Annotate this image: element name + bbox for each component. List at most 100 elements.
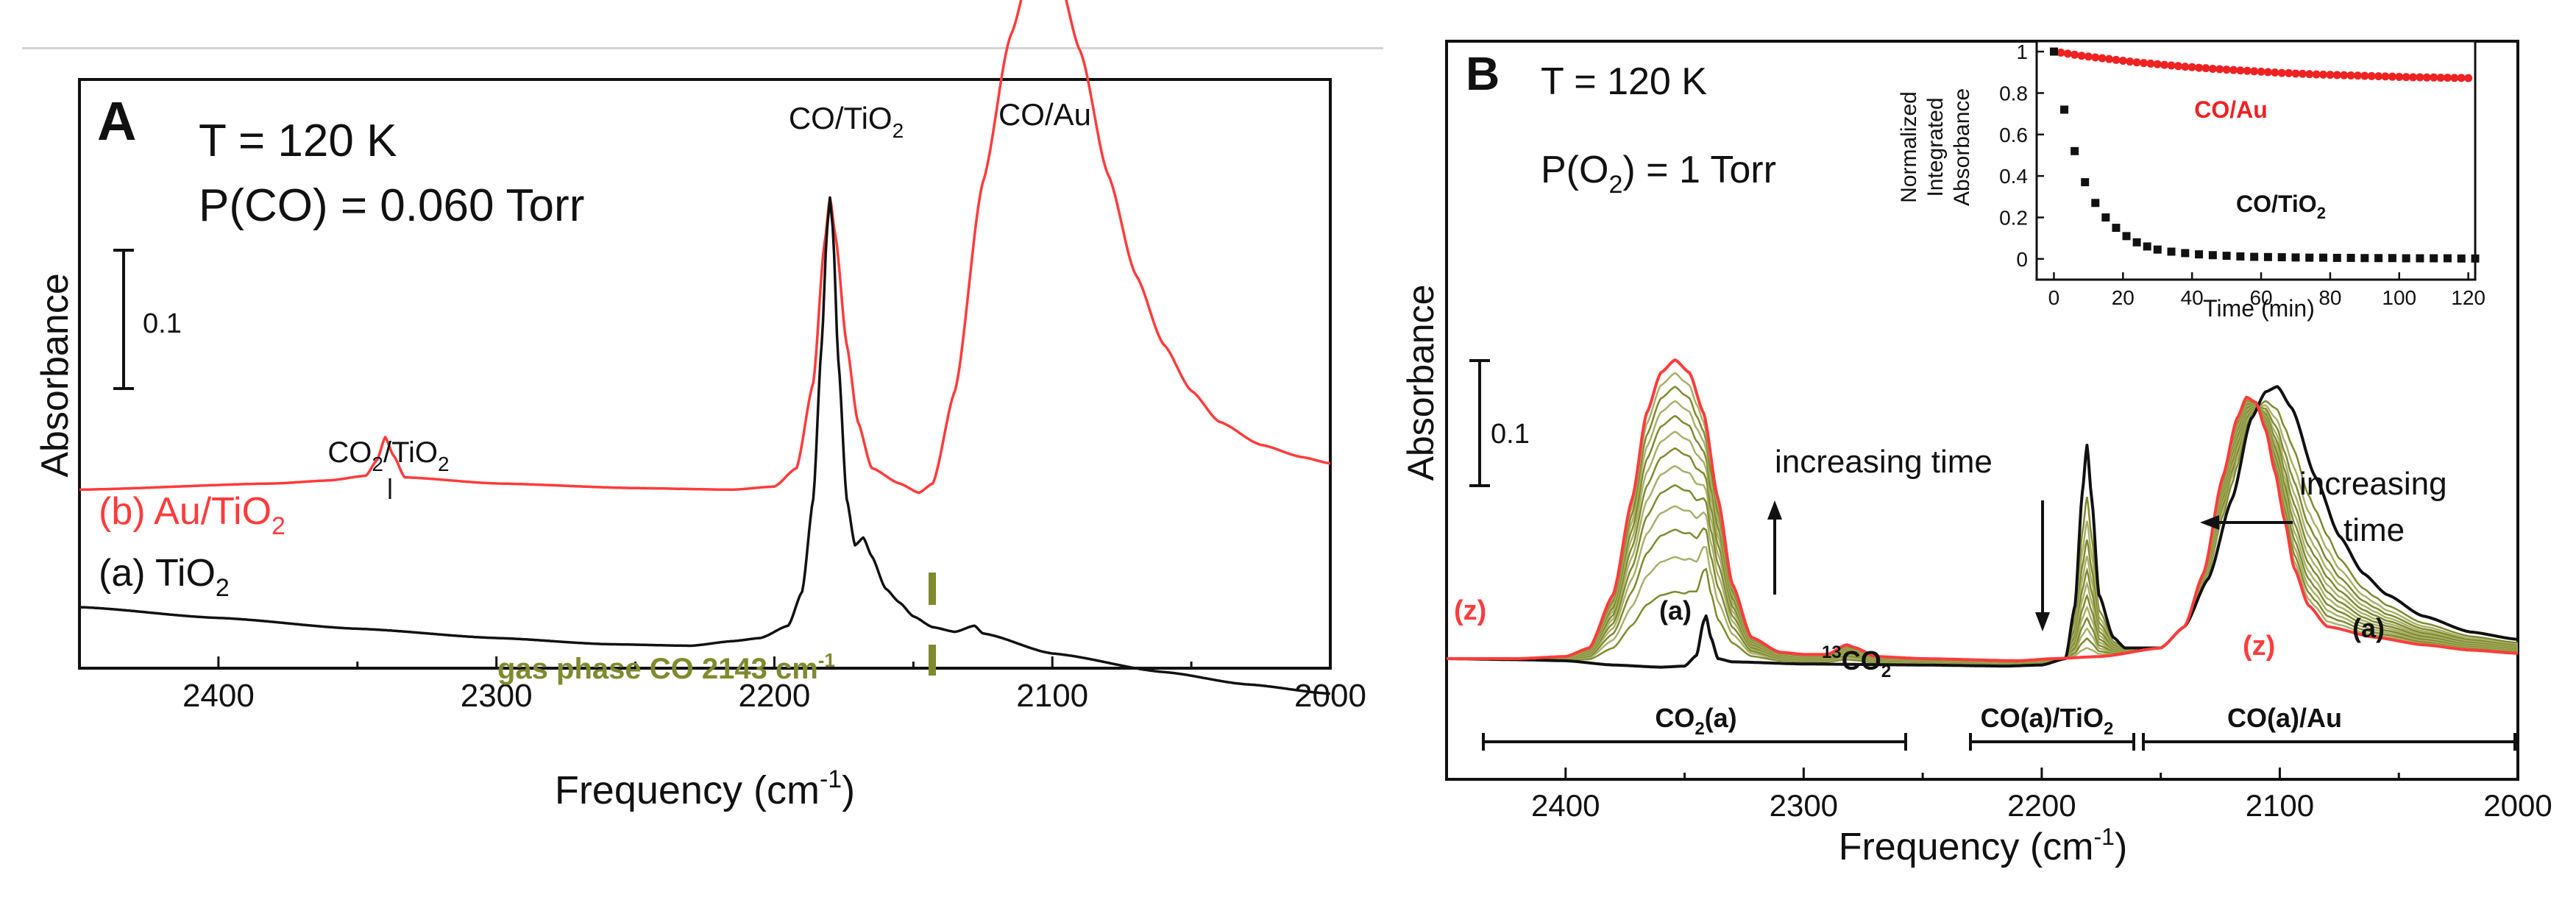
inset-point-co-au	[2430, 73, 2438, 82]
increasing-time-arrow-cotio2	[2035, 500, 2050, 631]
inset-point-co-au	[2167, 61, 2176, 70]
inset-y-tick-label: 0.8	[1999, 82, 2028, 104]
inset-point-co-tio2	[2167, 247, 2176, 256]
inset-point-co-tio2	[2049, 47, 2058, 56]
inset-point-co-au	[2243, 66, 2252, 75]
inset-point-co-tio2	[2305, 253, 2314, 262]
inset-y-label-1: Normalized	[1897, 91, 1921, 203]
inset-point-co-au	[2153, 60, 2162, 68]
inset-point-co-tio2	[2195, 250, 2204, 259]
inset-point-co-au	[2319, 70, 2328, 79]
panel-b-pressure: P(O2) = 1 Torr	[1541, 149, 1776, 199]
series-label-au-tio2: (b) Au/TiO2	[99, 490, 285, 540]
series-label-tio2: (a) TiO2	[99, 552, 230, 602]
panel-b-curves	[1446, 358, 2519, 669]
bracket-cotio2-label: CO(a)/TiO2	[1981, 703, 2114, 739]
panel-a-x-tick-label: 2100	[1016, 678, 1088, 714]
panel-b-x-tick-label: 2200	[2007, 788, 2076, 823]
inset-point-co-au	[2436, 74, 2445, 82]
panel-b-x-tick-label: 2100	[2246, 788, 2314, 823]
panel-a-x-tick-label: 2000	[1294, 678, 1366, 714]
inset-point-co-tio2	[2457, 254, 2466, 263]
panel-a-scale-label: 0.1	[143, 308, 182, 339]
bracket-cotio2	[1969, 733, 2135, 751]
inset-point-co-au	[2374, 72, 2383, 81]
inset-point-co-au	[2388, 72, 2396, 81]
panel-b-x-tick-label: 2000	[2483, 788, 2552, 823]
inset-point-co-au	[2381, 72, 2390, 81]
inset-point-co-au	[2063, 49, 2072, 58]
inset-label-cotio2: CO/TiO2	[2236, 191, 2326, 222]
inset-point-co-au	[2195, 63, 2204, 72]
inset-point-co-au	[2132, 58, 2141, 67]
inset-point-co-tio2	[2263, 252, 2272, 261]
inset-point-co-au	[2236, 66, 2245, 75]
inset-point-co-au	[2139, 59, 2148, 68]
inset-point-co-au	[2457, 74, 2466, 82]
inset-y-label-3: Absorbance	[1950, 88, 1974, 206]
increasing-time-arrow-co2	[1767, 500, 1782, 595]
inset-point-co-au	[2312, 70, 2321, 79]
inset-point-co-au	[2250, 67, 2259, 76]
inset-point-co-au	[2464, 74, 2473, 82]
inset-point-co-tio2	[2332, 253, 2341, 262]
inset-point-co-tio2	[2346, 253, 2355, 262]
increasing-time-label-co2: increasing time	[1775, 444, 1993, 480]
inset-point-co-tio2	[2416, 254, 2424, 263]
inset-point-co-tio2	[2132, 238, 2141, 247]
panel-a: 2400 2300 2200 2100 2000 A T = 120 K P(CO) =…	[34, 0, 1366, 812]
top-divider	[22, 47, 1383, 49]
annotation-co-tio2-peak: CO/TiO2	[789, 101, 904, 142]
panel-b: 2400 2300 2200 2100 2000 B T = 120 K P(O2) =…	[1400, 40, 2552, 868]
inset-point-co-tio2	[2319, 253, 2328, 262]
panel-b-x-axis-label: Frequency (cm-1)	[1839, 823, 2128, 868]
inset-point-co-au	[2105, 54, 2114, 63]
bracket-coau-label: CO(a)/Au	[2227, 703, 2342, 733]
inset-x-tick-label: 40	[2181, 286, 2204, 309]
panel-b-x-axis: 2400 2300 2200 2100 2000	[1445, 768, 2552, 823]
bracket-coau	[2142, 733, 2516, 751]
inset-point-co-tio2	[2443, 254, 2452, 263]
inset-point-co-tio2	[2402, 254, 2410, 263]
inset-point-co-tio2	[2388, 254, 2396, 263]
panel-b-frame	[1445, 40, 2519, 781]
bracket-co2a	[1482, 733, 1907, 751]
panel-b-series-a	[1446, 385, 2519, 669]
annotation-co-au-peak: CO/Au	[998, 97, 1091, 132]
panel-a-curves	[79, 0, 1331, 695]
inset-chart: 0 20 40 60 80 100 120 0 0.2 0.4 0.6 0.8 1 Normalized…	[1897, 40, 2485, 322]
panel-a-x-axis: 2400 2300 2200 2100 2000	[78, 656, 1366, 714]
inset-points	[2049, 47, 2480, 263]
inset-point-co-au	[2367, 71, 2376, 80]
inset-label-coau: CO/Au	[2194, 96, 2268, 123]
inset-point-co-au	[2160, 60, 2169, 69]
inset-point-co-au	[2416, 73, 2424, 82]
inset-x-tick-label: 80	[2318, 286, 2341, 309]
inset-point-co-au	[2285, 68, 2293, 77]
panel-a-pressure: P(CO) = 0.060 Torr	[199, 180, 584, 231]
inset-x-tick-label: 60	[2249, 286, 2272, 309]
panel-a-x-tick-label: 2200	[738, 678, 810, 714]
inset-point-co-au	[2305, 70, 2314, 79]
inset-point-co-au	[2118, 56, 2127, 65]
panel-a-series-tio2	[79, 196, 1331, 695]
inset-point-co-au	[2257, 67, 2265, 76]
inset-point-co-au	[2098, 54, 2107, 63]
inset-point-co-tio2	[2122, 232, 2131, 241]
inset-y-tick-label: 0.2	[1999, 206, 2028, 229]
inset-point-co-au	[2340, 71, 2349, 79]
series-label-a-coau: (a)	[2352, 613, 2385, 643]
inset-x-tick-label: 100	[2382, 286, 2416, 309]
inset-point-co-au	[2222, 65, 2231, 74]
inset-point-co-au	[2077, 52, 2086, 60]
inset-axes: 0 20 40 60 80 100 120 0 0.2 0.4 0.6 0.8 1	[1999, 40, 2485, 309]
inset-frame	[2035, 40, 2477, 281]
panel-b-series-z	[1446, 358, 2519, 662]
inset-point-co-tio2	[2181, 249, 2190, 258]
inset-point-co-au	[2298, 69, 2307, 78]
inset-point-co-tio2	[2222, 252, 2231, 261]
inset-point-co-au	[2112, 55, 2121, 64]
panel-b-scale-label: 0.1	[1491, 419, 1530, 450]
inset-y-tick-label: 0.6	[1999, 124, 2028, 146]
